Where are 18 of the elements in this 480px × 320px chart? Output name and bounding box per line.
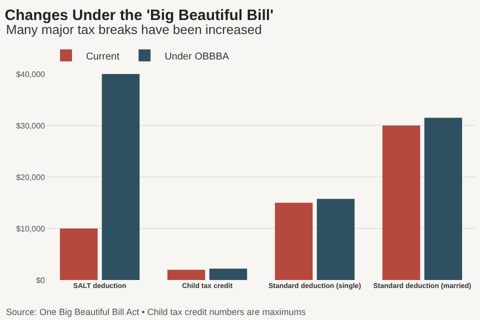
chart-title: Changes Under the 'Big Beautiful Bill' bbox=[4, 7, 274, 24]
bar bbox=[167, 270, 206, 280]
legend-label: Current bbox=[86, 51, 120, 62]
y-tick-label: $0 bbox=[36, 276, 46, 285]
bar bbox=[209, 268, 248, 280]
bar bbox=[274, 202, 313, 280]
bar bbox=[102, 74, 140, 280]
chart-subtitle: Many major tax breaks have been increased bbox=[6, 22, 262, 37]
y-tick-label: $20,000 bbox=[16, 172, 46, 182]
source-note: Source: One Big Beautiful Bill Act • Child tax credit numbers are maximums bbox=[6, 307, 306, 317]
legend-label: Under OBBBA bbox=[164, 51, 230, 62]
y-tick-label: $10,000 bbox=[16, 224, 46, 234]
bar bbox=[316, 198, 355, 280]
bar bbox=[60, 228, 98, 280]
bar bbox=[424, 118, 462, 280]
y-tick-label: $40,000 bbox=[16, 70, 46, 79]
y-tick-label: $30,000 bbox=[16, 121, 46, 130]
bar bbox=[382, 126, 420, 280]
